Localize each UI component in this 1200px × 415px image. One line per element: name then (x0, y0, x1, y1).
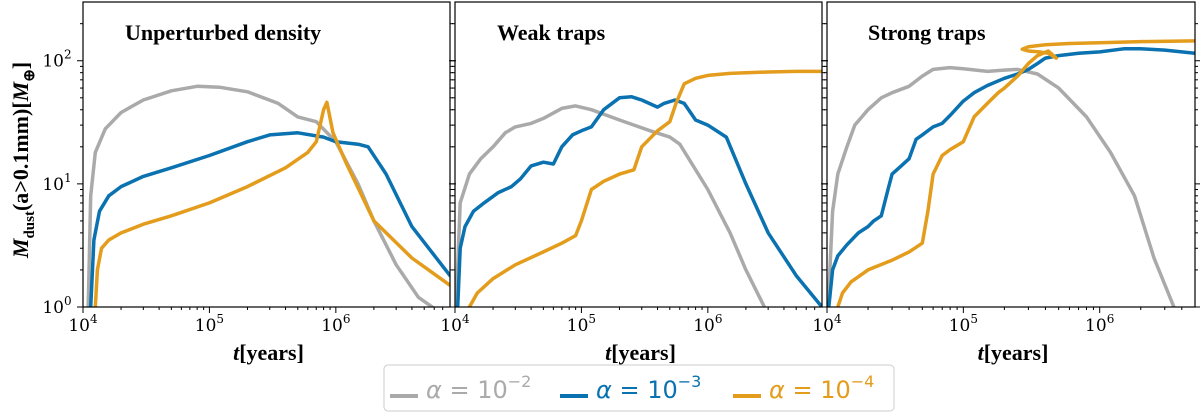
x-tick-label: 106 (321, 312, 350, 336)
y-tick-label: 102 (42, 48, 71, 72)
y-tick-label: 100 (42, 294, 71, 318)
x-tick-label: 104 (440, 312, 470, 336)
panel-title: Weak traps (497, 20, 606, 45)
series-line-1 (86, 84, 435, 307)
series-line-2 (455, 95, 822, 307)
x-axis-label: t[years] (233, 340, 304, 365)
ylabel-sub: dust (22, 211, 38, 239)
panel-3: 104 105 106 Strong traps t[years] (812, 1, 1200, 365)
series-group (455, 69, 822, 307)
legend-item-2: α = 10−3 (560, 372, 701, 404)
ylabel-rest: (a>0.1mm)[ (8, 101, 33, 211)
panel-title: Unperturbed density (125, 20, 321, 45)
x-tick-label: 104 (68, 312, 98, 336)
x-tick-label: 104 (812, 312, 842, 336)
series-line-1 (827, 65, 1176, 307)
legend-label: α = 10−3 (596, 372, 701, 404)
ylabel-oplus: ⊕ (22, 69, 38, 82)
series-line-2 (88, 131, 450, 307)
series-line-2 (827, 47, 1195, 307)
x-tick-label: 105 (195, 312, 224, 336)
x-tick-label: 105 (567, 312, 596, 336)
panels-group: 104 105 106 100 101 102 Unperturbed density t[y… (42, 1, 1200, 365)
legend-items: α = 10−2 α = 10−3 α = 10−4 (390, 372, 874, 404)
legend-label: α = 10−2 (426, 372, 531, 404)
legend-item-1: α = 10−2 (390, 372, 531, 404)
series-group (827, 39, 1195, 307)
series-line-3 (467, 69, 822, 307)
plot-frame (454, 1, 823, 308)
x-tick-label: 106 (1085, 312, 1114, 336)
ylabel-close: ] (8, 62, 33, 69)
series-group (86, 84, 450, 307)
x-axis-label: t[years] (605, 340, 676, 365)
series-line-1 (455, 104, 767, 307)
legend-label: α = 10−4 (769, 372, 874, 404)
panel-2: 104 105 106 Weak traps t[years] (440, 1, 828, 365)
ylabel-mearth: M (8, 80, 33, 102)
plot-frame (82, 1, 451, 308)
x-tick-label: 106 (693, 312, 722, 336)
panel-title: Strong traps (868, 20, 986, 45)
y-axis-label: Mdust(a>0.1mm)[M⊕] (8, 62, 38, 259)
y-tick-label: 101 (42, 171, 71, 195)
legend-item-3: α = 10−4 (733, 372, 874, 404)
x-axis-label: t[years] (978, 340, 1049, 365)
legend-frame (383, 364, 895, 412)
ylabel-m: M (8, 237, 33, 259)
series-line-3 (93, 100, 450, 307)
panel-1: 104 105 106 100 101 102 Unperturbed density t[y… (42, 1, 456, 365)
series-line-3 (836, 39, 1195, 307)
x-tick-label: 105 (949, 312, 978, 336)
legend: α = 10−2 α = 10−3 α = 10−4 (383, 364, 895, 412)
plot-frame (826, 1, 1196, 308)
